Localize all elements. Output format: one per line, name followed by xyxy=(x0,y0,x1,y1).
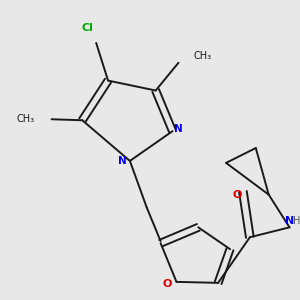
Text: O: O xyxy=(163,279,172,289)
Text: CH₃: CH₃ xyxy=(193,51,212,61)
Text: Cl: Cl xyxy=(81,23,93,33)
Text: N: N xyxy=(286,216,295,226)
Text: H: H xyxy=(293,216,300,226)
Text: N: N xyxy=(174,124,183,134)
Text: O: O xyxy=(233,190,242,200)
Text: CH₃: CH₃ xyxy=(16,114,35,124)
Text: N: N xyxy=(118,156,127,166)
